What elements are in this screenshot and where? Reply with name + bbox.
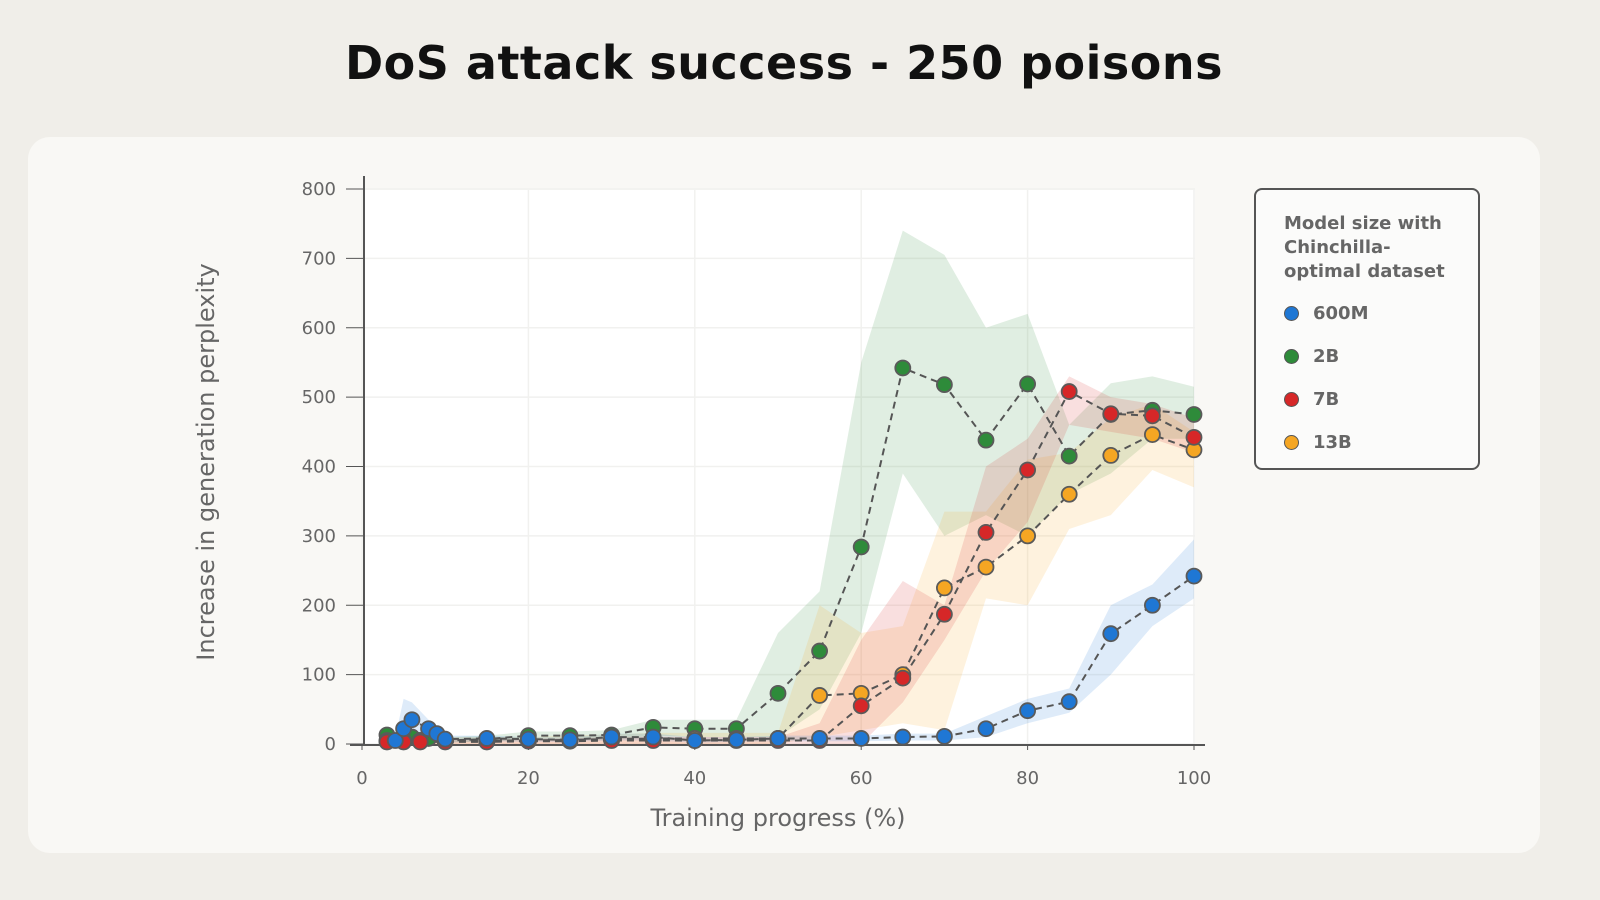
data-point-600m	[769, 730, 787, 747]
data-point-600m	[520, 730, 537, 748]
data-point-600m	[644, 728, 662, 746]
data-point-600m	[403, 711, 421, 729]
data-point-2b	[811, 642, 828, 660]
x-tick-label: 40	[683, 768, 706, 789]
legend: Model size with Chinchilla-optimal datas…	[1254, 188, 1480, 470]
legend-marker	[1284, 306, 1299, 321]
data-point-600m	[936, 727, 953, 745]
data-point-600m	[1060, 693, 1078, 711]
y-tick-label: 0	[325, 734, 336, 755]
data-point-2b	[852, 538, 870, 556]
legend-item-13b: 13B	[1284, 421, 1458, 464]
legend-label: 2B	[1313, 346, 1340, 367]
data-point-2b	[1060, 447, 1078, 465]
legend-marker	[1284, 435, 1299, 450]
chart-title: DoS attack success - 250 poisons	[344, 36, 1224, 90]
confidence-band-7b	[386, 376, 1195, 744]
x-tick-label: 80	[1016, 768, 1039, 789]
series-line-13b	[386, 433, 1195, 742]
data-point-600m	[977, 720, 995, 738]
y-tick-label: 300	[302, 526, 336, 547]
legend-item-2b: 2B	[1284, 335, 1458, 378]
data-point-600m	[386, 732, 404, 749]
data-point-600m	[1019, 702, 1036, 720]
data-point-7b	[1060, 383, 1078, 400]
x-tick-label: 60	[850, 768, 873, 789]
y-axis-label: Increase in generation perplexity	[192, 263, 220, 660]
x-axis-label: Training progress (%)	[649, 804, 905, 832]
data-point-600m	[478, 730, 496, 747]
legend-marker	[1284, 349, 1299, 364]
legend-label: 13B	[1313, 432, 1352, 453]
data-point-600m	[728, 731, 745, 749]
data-point-600m	[436, 730, 454, 748]
data-point-600m	[603, 728, 620, 746]
y-tick-label: 500	[302, 387, 336, 408]
data-point-13b	[1019, 527, 1036, 545]
data-point-600m	[811, 730, 828, 747]
data-point-600m	[1185, 567, 1203, 585]
data-point-13b	[936, 579, 953, 597]
data-point-7b	[977, 524, 995, 541]
data-point-7b	[894, 669, 912, 687]
data-point-600m	[686, 732, 704, 749]
data-point-7b	[1102, 405, 1120, 423]
data-point-13b	[1060, 485, 1078, 503]
y-tick-label: 200	[302, 595, 336, 616]
legend-item-600m: 600M	[1284, 292, 1458, 335]
x-tick-label: 20	[517, 768, 540, 789]
data-point-600m	[852, 730, 870, 747]
data-point-2b	[894, 359, 912, 377]
legend-item-7b: 7B	[1284, 378, 1458, 421]
data-point-13b	[811, 687, 828, 704]
data-point-2b	[936, 376, 953, 394]
data-point-600m	[1102, 625, 1120, 643]
legend-marker	[1284, 392, 1299, 407]
data-point-7b	[936, 605, 953, 623]
data-point-7b	[411, 733, 429, 751]
y-tick-label: 400	[302, 457, 336, 478]
data-point-600m	[561, 731, 579, 749]
data-point-2b	[977, 431, 995, 449]
data-point-2b	[769, 684, 787, 702]
data-point-13b	[1144, 426, 1161, 443]
data-point-7b	[852, 697, 870, 715]
confidence-band-2b	[386, 230, 1195, 743]
x-tick-label: 100	[1177, 768, 1211, 789]
legend-label: 7B	[1313, 389, 1340, 410]
confidence-band-13b	[386, 404, 1195, 744]
data-point-7b	[1019, 461, 1036, 479]
x-tick-label: 0	[356, 768, 367, 789]
data-point-2b	[1019, 375, 1036, 393]
data-point-13b	[977, 558, 995, 576]
data-point-7b	[1144, 407, 1161, 425]
data-point-600m	[1144, 596, 1161, 614]
legend-label: 600M	[1313, 303, 1369, 324]
y-tick-label: 600	[302, 318, 336, 339]
data-point-13b	[1102, 446, 1120, 464]
y-tick-label: 800	[302, 179, 336, 200]
y-tick-label: 100	[302, 665, 336, 686]
y-tick-label: 700	[302, 248, 336, 269]
data-point-7b	[1185, 428, 1203, 446]
data-point-2b	[1185, 406, 1203, 423]
legend-title: Model size with Chinchilla-optimal datas…	[1284, 213, 1445, 282]
data-point-600m	[894, 728, 912, 746]
